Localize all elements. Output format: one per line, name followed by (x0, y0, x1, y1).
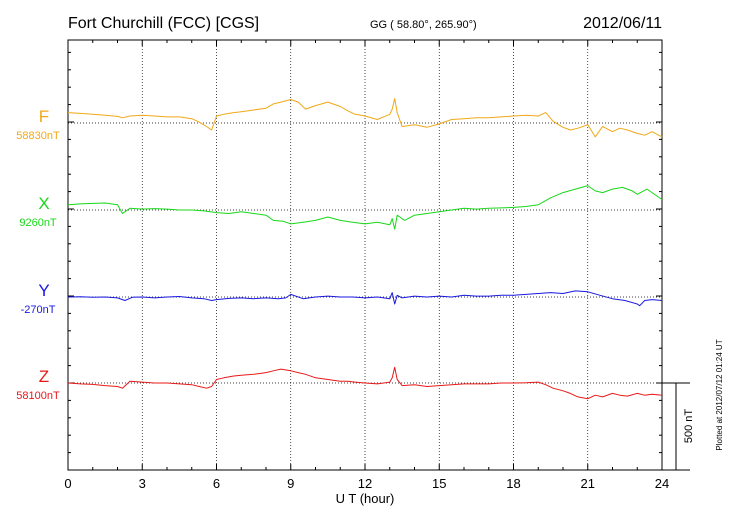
x-tick-label: 21 (581, 476, 595, 491)
plotted-timestamp: Plotted at 2012/07/12 01:24 UT (715, 339, 724, 450)
x-tick-label: 6 (213, 476, 220, 491)
series-layer (67, 98, 663, 400)
x-tick-label: 18 (506, 476, 520, 491)
x-tick-label: 24 (655, 476, 669, 491)
series-name-f: F (39, 107, 49, 126)
x-tick-labels: 0 3 6 9 12 15 18 21 24 (64, 476, 669, 491)
coordinates-label: GG ( 58.80°, 265.90°) (370, 19, 477, 31)
series-line-f (67, 98, 663, 138)
station-title: Fort Churchill (FCC) [CGS] (68, 15, 259, 32)
series-baseline-z: 58100nT (16, 390, 60, 402)
x-axis-label: U T (hour) (336, 491, 395, 506)
x-tick-label: 3 (139, 476, 146, 491)
series-labels: F 58830nT X 9260nT Y -270nT Z 58100nT (16, 107, 60, 402)
series-line-x (67, 185, 663, 230)
scale-bar-label: 500 nT (683, 409, 695, 444)
grid (68, 40, 662, 470)
x-tick-label: 0 (64, 476, 71, 491)
series-baseline-f: 58830nT (16, 130, 60, 142)
x-tick-label: 15 (432, 476, 446, 491)
series-name-y: Y (38, 281, 49, 300)
series-name-z: Z (39, 367, 49, 386)
x-tick-label: 9 (287, 476, 294, 491)
tick-marks (67, 40, 663, 471)
series-name-x: X (38, 194, 49, 213)
date-label: 2012/06/11 (583, 15, 662, 32)
series-baseline-y: -270nT (21, 304, 56, 316)
plot-frame (67, 39, 663, 471)
series-baseline-x: 9260nT (19, 217, 57, 229)
series-line-y (67, 290, 663, 307)
x-tick-label: 12 (358, 476, 372, 491)
series-line-z (67, 366, 663, 400)
